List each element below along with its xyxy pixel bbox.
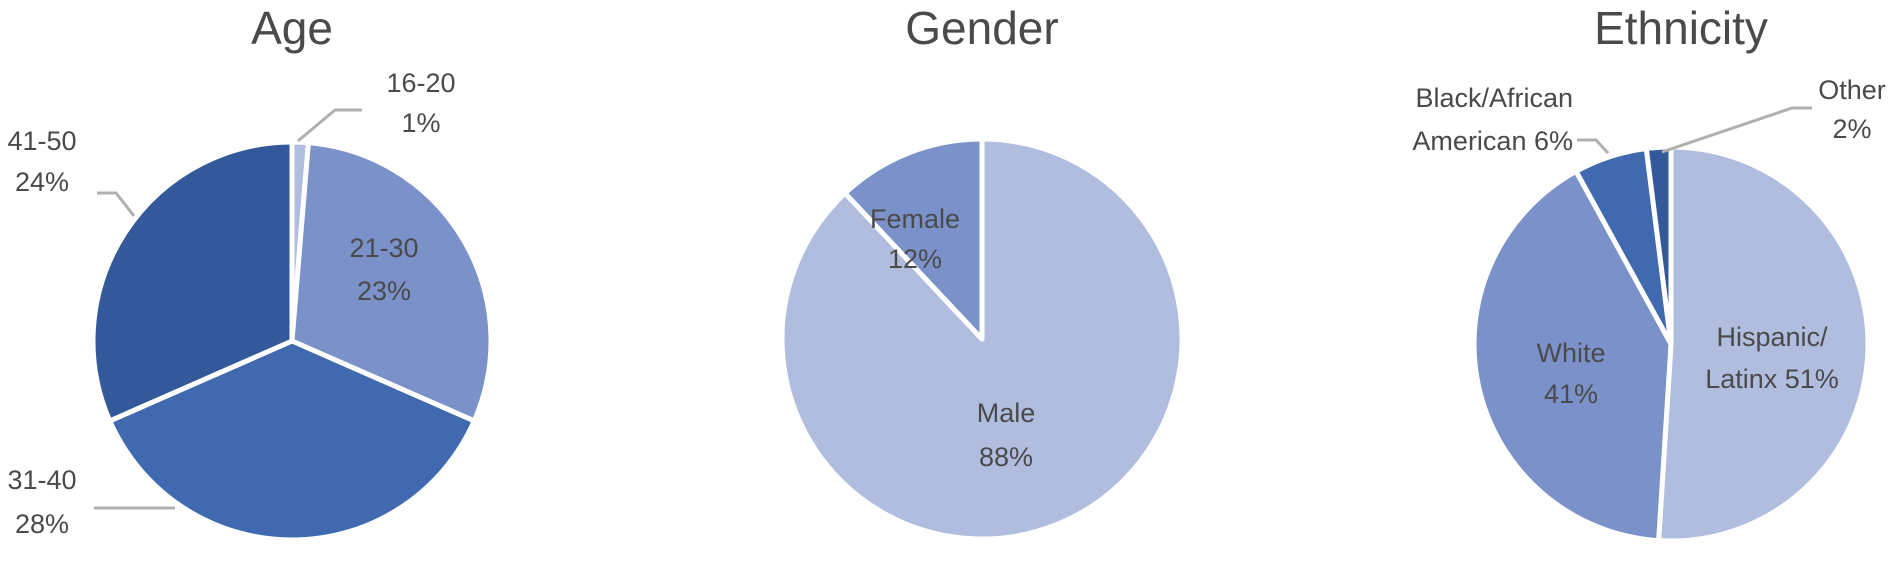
age-chart: Age 16-20 1% 21-30 23% 31-40 28% 41-50 2… <box>7 2 494 543</box>
pie-slice-31-40 <box>107 338 477 543</box>
age-title: Age <box>251 2 333 54</box>
data-label-31-40-value: 28% <box>15 509 69 539</box>
pie-slice-21-30 <box>289 140 494 424</box>
gender-title: Gender <box>905 2 1058 54</box>
data-label-male-category: Male <box>977 398 1036 428</box>
pie-slice-male <box>779 136 1185 542</box>
pie-slice-female <box>842 136 985 342</box>
ethnicity-pie <box>1471 144 1871 544</box>
data-label-white-line1: White <box>1536 338 1605 368</box>
data-label-female-category: Female <box>870 204 960 234</box>
data-label-31-40-category: 31-40 <box>7 465 76 495</box>
data-label-16-20-category: 16-20 <box>386 68 455 98</box>
data-label-21-30-category: 21-30 <box>349 233 418 263</box>
leader-line-16-20 <box>297 108 362 143</box>
data-label-41-50-value: 24% <box>15 167 69 197</box>
leader-line-41-50 <box>97 191 136 217</box>
data-label-female-value: 12% <box>888 244 942 274</box>
pie-slice-white <box>1471 168 1674 544</box>
leader-line-black-african-american <box>1577 138 1610 155</box>
data-label-hispanic-line2: Latinx 51% <box>1705 364 1839 394</box>
pie-slice-other <box>1643 144 1674 347</box>
data-label-41-50-category: 41-50 <box>7 126 76 156</box>
data-label-black-line2: American 6% <box>1412 126 1573 156</box>
age-pie <box>90 139 494 543</box>
data-label-hispanic-line1: Hispanic/ <box>1716 322 1828 352</box>
data-label-21-30-value: 23% <box>357 276 411 306</box>
ethnicity-title: Ethnicity <box>1594 2 1768 54</box>
data-label-other-line1: Other <box>1818 75 1886 105</box>
data-label-other-line2: 2% <box>1832 114 1871 144</box>
data-label-black-line1: Black/African <box>1415 83 1573 113</box>
ethnicity-chart: Ethnicity Hispanic/ Latinx 51% White 41%… <box>1412 2 1886 544</box>
data-label-16-20-value: 1% <box>401 108 440 138</box>
gender-chart: Gender Male 88% Female 12% <box>779 2 1185 542</box>
gender-pie <box>779 136 1185 542</box>
leader-line-other <box>1661 106 1812 154</box>
pie-slice-41-50 <box>90 139 295 424</box>
pie-slice-hispanic-latinx <box>1656 144 1871 544</box>
data-label-male-value: 88% <box>979 442 1033 472</box>
data-label-white-line2: 41% <box>1544 379 1598 409</box>
